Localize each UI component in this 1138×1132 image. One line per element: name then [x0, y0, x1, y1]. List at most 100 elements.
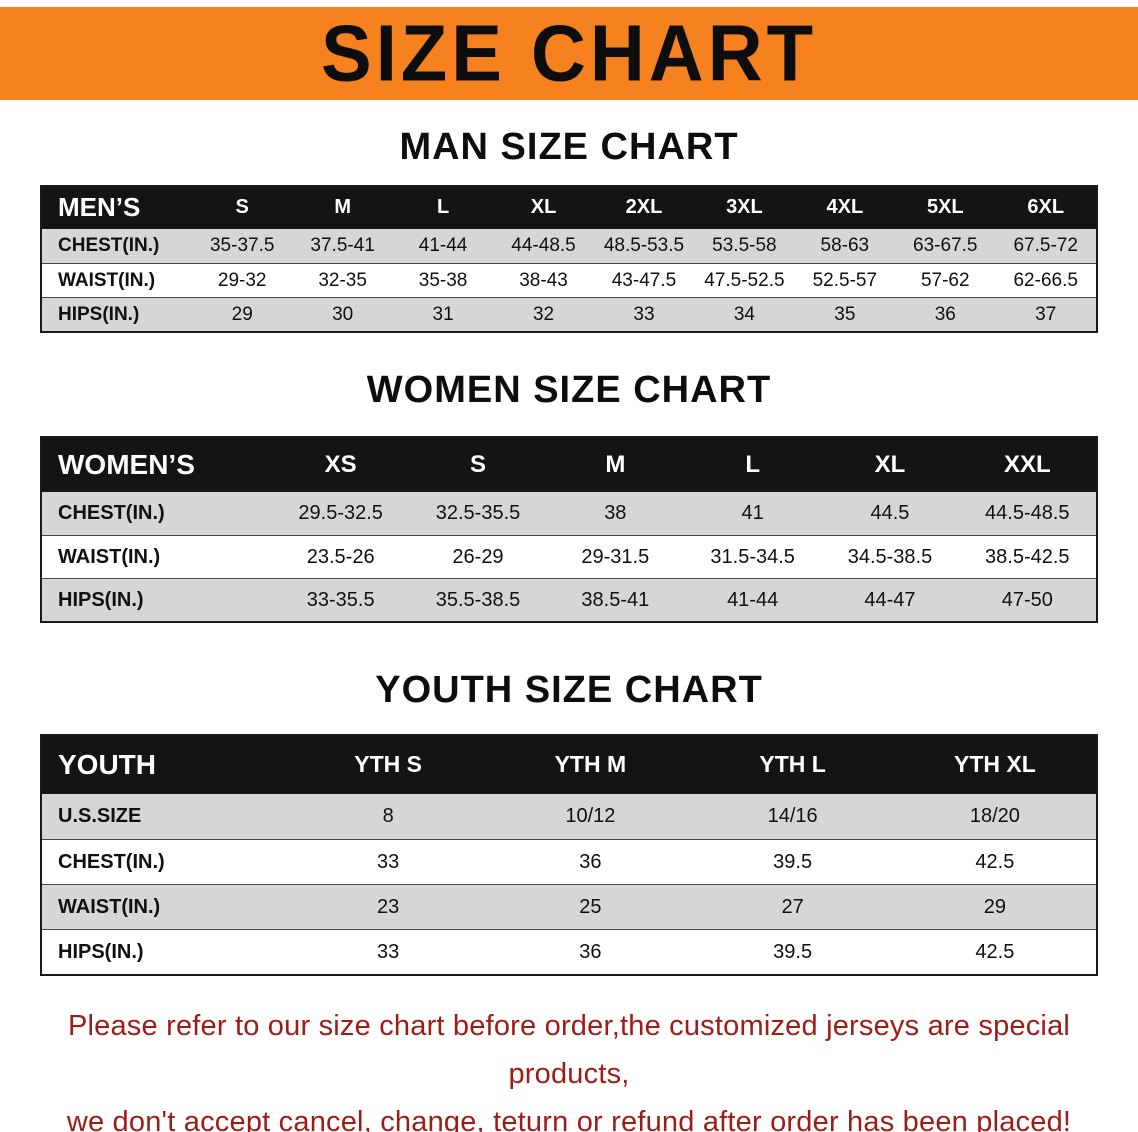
column-header: M [605, 450, 626, 478]
column-header: YTH L [759, 751, 826, 777]
table-cell: 33-35.5 [306, 588, 375, 611]
table-cell: 39.5 [773, 940, 813, 963]
table-cell: 32-35 [318, 269, 367, 291]
table-cell: 44.5 [870, 502, 910, 524]
table-cell: 32 [532, 303, 555, 325]
table-cell: 58-63 [820, 235, 870, 256]
table-cell: 36 [934, 303, 956, 325]
table-cell: 30 [332, 303, 354, 325]
men-section-heading: MAN SIZE CHART [399, 126, 739, 168]
table-cell: 37 [1035, 303, 1057, 325]
column-header: XS [324, 450, 357, 478]
table-row: CHEST(IN.) 33 36 39.5 42.5 [42, 839, 1096, 884]
table-cell: 36 [579, 940, 602, 963]
column-header: YTH M [554, 751, 627, 777]
table-header-row: MEN’S S M L XL 2XL 3XL 4XL 5XL 6XL [42, 187, 1096, 229]
table-row: WAIST(IN.) 23.5-26 26-29 29-31.5 31.5-34.5 34… [42, 535, 1096, 578]
table-cell: 47.5-52.5 [704, 269, 785, 291]
row-label: WAIST(IN.) [58, 269, 156, 291]
table-cell: 35-38 [418, 269, 468, 291]
table-cell: 33 [633, 303, 655, 325]
column-header: XL [530, 196, 557, 218]
table-row: CHEST(IN.) 29.5-32.5 32.5-35.5 38 41 44.5 44.5… [42, 492, 1096, 535]
table-cell: 29.5-32.5 [298, 502, 383, 524]
table-cell: 41 [741, 502, 764, 524]
column-header: L [436, 196, 450, 218]
table-cell: 33 [377, 850, 400, 873]
column-header: 3XL [726, 196, 763, 218]
table-cell: 63-67.5 [913, 235, 978, 256]
table-cell: 42.5 [975, 940, 1015, 963]
table-cell: 23.5-26 [306, 545, 375, 568]
youth-section-heading: YOUTH SIZE CHART [375, 669, 763, 711]
table-cell: 29 [983, 895, 1006, 918]
table-cell: 10/12 [565, 805, 616, 827]
table-row: CHEST(IN.) 35-37.5 37.5-41 41-44 44-48.5 48.5… [42, 229, 1096, 263]
table-cell: 38-43 [519, 269, 568, 291]
table-cell: 32.5-35.5 [435, 502, 521, 524]
table-cell: 35 [834, 303, 856, 325]
table-cell: 41-44 [418, 235, 468, 256]
row-label: WAIST(IN.) [58, 895, 161, 918]
table-cell: 53.5-58 [712, 235, 777, 256]
size-chart-page: SIZE CHART MAN SIZE CHART MEN’S S M L XL 2XL 3… [0, 7, 1138, 1132]
column-header: YTH XL [953, 751, 1036, 777]
table-cell: 29-32 [217, 269, 267, 291]
row-label: HIPS(IN.) [58, 588, 144, 611]
youth-size-table: YOUTH YTH S YTH M YTH L YTH XL U.S.SIZE 8 10/12… [40, 734, 1098, 976]
row-label: U.S.SIZE [58, 805, 142, 827]
table-cell: 62-66.5 [1013, 269, 1078, 291]
table-cell: 39.5 [773, 850, 813, 873]
table-cell: 47-50 [1001, 588, 1053, 611]
table-cell: 33 [377, 940, 400, 963]
table-cell: 31 [432, 303, 454, 325]
men-size-table: MEN’S S M L XL 2XL 3XL 4XL 5XL 6XL CHEST(IN.) 35-37… [40, 185, 1098, 333]
column-header: XL [874, 450, 906, 478]
table-cell: 41-44 [727, 588, 779, 611]
table-cell: 25 [579, 895, 602, 918]
table-cell: 36 [579, 850, 602, 873]
row-label: CHEST(IN.) [58, 235, 160, 256]
table-cell: 18/20 [969, 805, 1020, 827]
table-header-row: YOUTH YTH S YTH M YTH L YTH XL [42, 736, 1096, 794]
table-cell: 34 [733, 303, 755, 325]
column-header: 6XL [1027, 196, 1065, 218]
disclaimer-line-1: Please refer to our size chart before or… [67, 1010, 1071, 1090]
table-cell: 29 [231, 303, 253, 325]
column-header: YTH S [354, 751, 422, 777]
table-title-cell: YOUTH [58, 748, 156, 780]
column-header: XXL [1003, 450, 1051, 478]
table-row: HIPS(IN.) 33 36 39.5 42.5 [42, 929, 1096, 974]
table-cell: 23 [377, 895, 400, 918]
table-row: WAIST(IN.) 23 25 27 29 [42, 884, 1096, 929]
row-label: HIPS(IN.) [58, 940, 144, 963]
table-cell: 26-29 [452, 545, 504, 568]
table-cell: 52.5-57 [812, 269, 878, 291]
table-cell: 35-37.5 [209, 235, 275, 256]
disclaimer-note: Please refer to our size chart before or… [24, 1002, 1114, 1132]
column-header: 4XL [826, 196, 864, 218]
column-header: 2XL [625, 196, 663, 218]
page-title: SIZE CHART [321, 8, 817, 98]
size-chart-banner: SIZE CHART [0, 7, 1138, 100]
table-header-row: WOMEN’S XS S M L XL XXL [42, 438, 1096, 492]
table-cell: 38.5-41 [581, 588, 650, 611]
table-cell: 38 [604, 502, 627, 524]
row-label: HIPS(IN.) [58, 303, 140, 325]
women-size-table: WOMEN’S XS S M L XL XXL CHEST(IN.) 29.5-32.5 32.5… [40, 436, 1098, 623]
table-row: U.S.SIZE 8 10/12 14/16 18/20 [42, 794, 1096, 839]
women-section-heading: WOMEN SIZE CHART [366, 369, 772, 411]
table-cell: 44-47 [864, 588, 916, 611]
column-header: L [745, 450, 760, 478]
table-cell: 34.5-38.5 [847, 545, 933, 568]
table-cell: 38.5-42.5 [985, 545, 1070, 568]
row-label: CHEST(IN.) [58, 850, 165, 873]
table-cell: 29-31.5 [581, 545, 650, 568]
table-row: HIPS(IN.) 33-35.5 35.5-38.5 38.5-41 41-44 44-… [42, 578, 1096, 621]
column-header: M [334, 196, 351, 218]
column-header: S [235, 196, 249, 218]
table-cell: 8 [382, 805, 394, 827]
table-cell: 27 [781, 895, 804, 918]
table-cell: 14/16 [767, 805, 818, 827]
row-label: WAIST(IN.) [58, 545, 161, 568]
